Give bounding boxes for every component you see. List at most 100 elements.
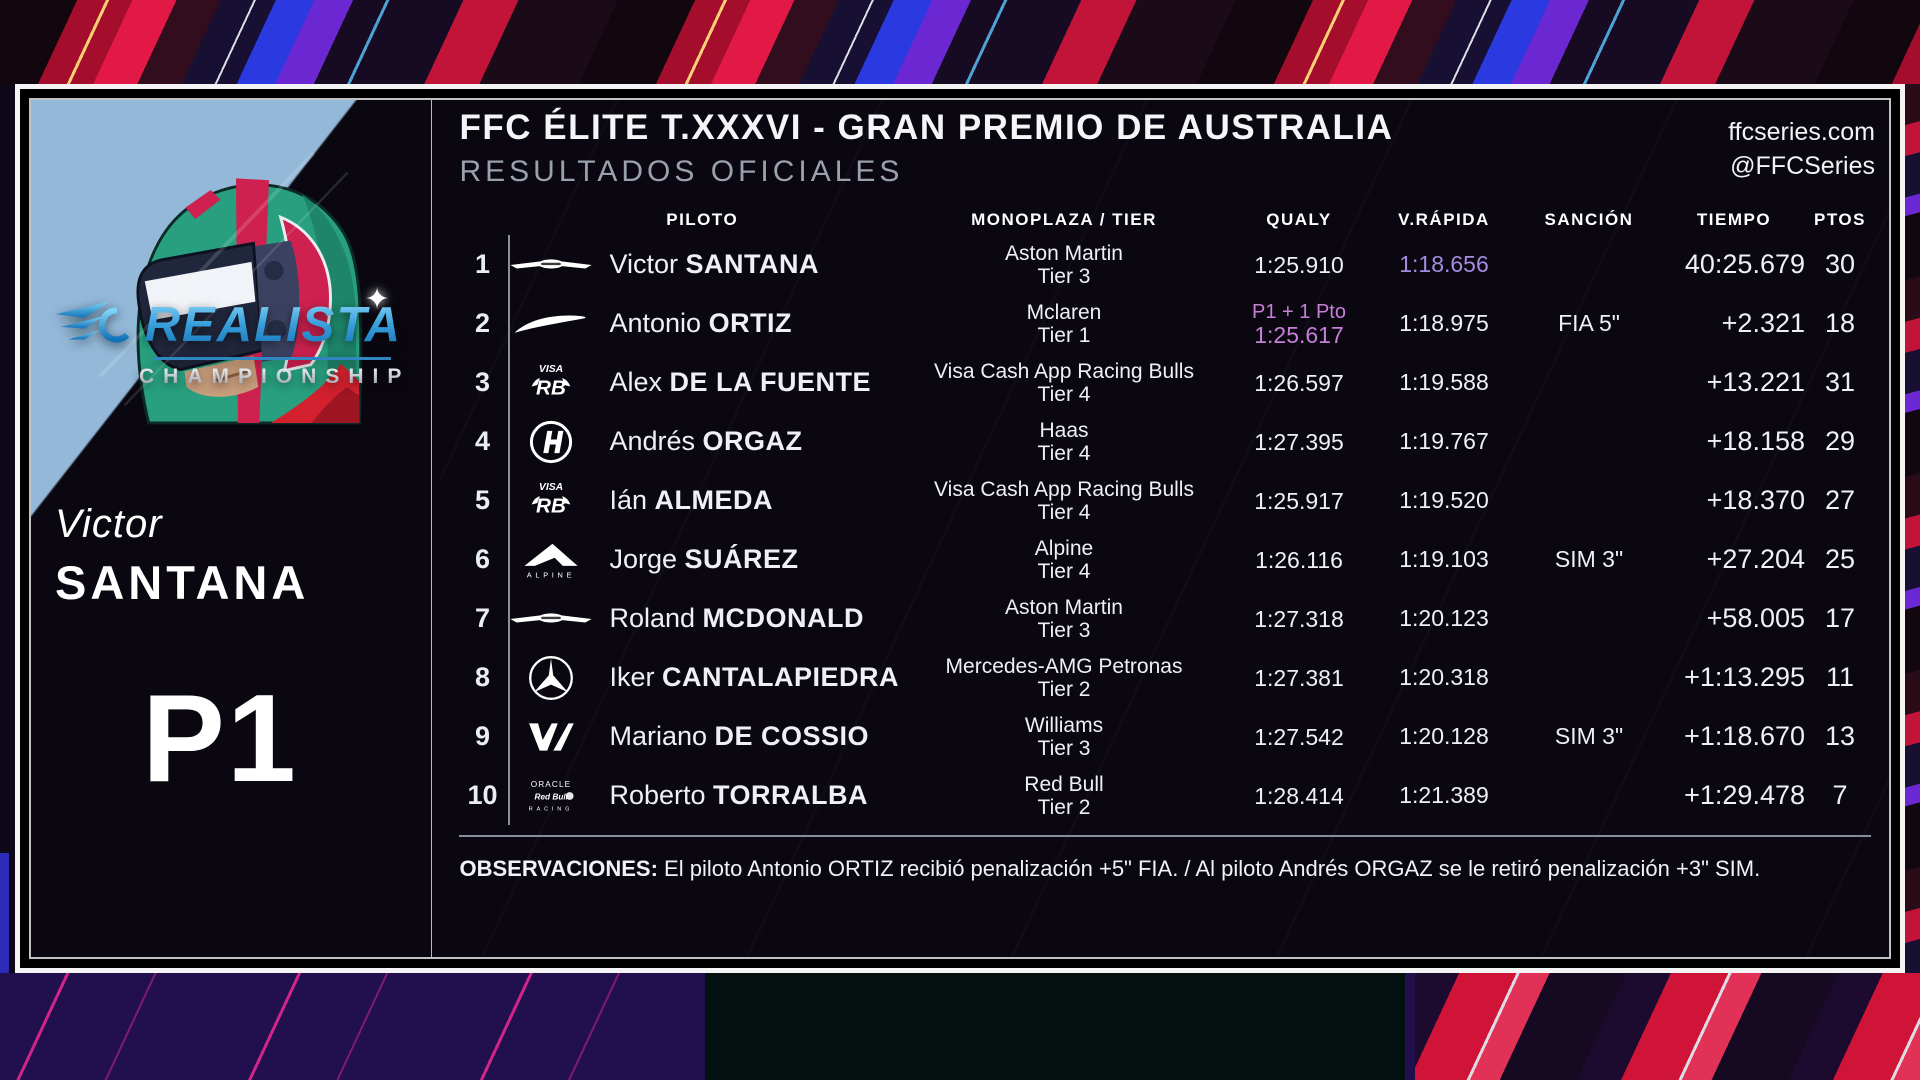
svg-text:RACING: RACING (529, 806, 574, 812)
team-name: Mercedes-AMG Petronas (945, 654, 1183, 678)
table-row: 8 Iker CANTALAPIEDRA Mercedes-AMG Petron… (459, 648, 1871, 707)
driver-name: Roberto TORRALBA (609, 780, 869, 810)
position-cell: 3 (474, 367, 490, 397)
team-name: Mclaren (1026, 300, 1102, 324)
team-name: Visa Cash App Racing Bulls (934, 477, 1194, 501)
position-cell: 2 (474, 308, 490, 338)
column-header-tiempo: TIEMPO (1696, 210, 1772, 229)
points-cell: 31 (1824, 367, 1856, 397)
qualy-cell: 1:27.542 (1229, 725, 1369, 749)
team-tier-cell: Visa Cash App Racing Bulls Tier 4 (899, 360, 1229, 406)
points-cell: 7 (1832, 780, 1848, 810)
driver-name: Alex DE LA FUENTE (609, 367, 872, 397)
finish-position-label: P1 (142, 670, 298, 808)
time-cell: +18.370 (1706, 485, 1805, 515)
table-row: 2 Antonio ORTIZ Mclaren Tier 1 P1 + 1 Pt… (459, 294, 1871, 353)
observations: OBSERVACIONES: El piloto Antonio ORTIZ r… (459, 853, 1871, 884)
driver-name: Antonio ORTIZ (609, 308, 793, 338)
page-title: FFC ÉLITE T.XXXVI - GRAN PREMIO DE AUSTR… (459, 108, 1394, 147)
team-name: Williams (1024, 713, 1104, 737)
team-name: Aston Martin (1005, 595, 1123, 619)
qualy-time: 1:27.395 (1254, 428, 1344, 455)
position-cell: 1 (474, 249, 490, 279)
svg-text:Red Bull: Red Bull (535, 792, 569, 801)
team-logo-vcarb-icon: VISA RB (505, 360, 597, 406)
team-tier-cell: Alpine Tier 4 (899, 537, 1229, 583)
fastest-lap-cell: 1:20.318 (1399, 664, 1489, 690)
qualy-time: 1:25.910 (1254, 251, 1344, 278)
svg-text:VISA: VISA (539, 363, 563, 374)
driver-name: Roland MCDONALD (609, 603, 865, 633)
results-table: PILOTO MONOPLAZA / TIER QUALY V.RÁPIDA S… (459, 205, 1871, 837)
driver-name: Victor SANTANA (609, 249, 820, 279)
series-logo: REALISTA ✦ CHAMPIONSHIP (35, 283, 420, 389)
winner-name: Victor SANTANA (55, 502, 309, 610)
driver-name: Mariano DE COSSIO (609, 721, 870, 751)
table-row: 4 Andrés ORGAZ Haas Tier 4 1:27.395 1:19… (459, 412, 1871, 471)
position-cell: 10 (467, 780, 498, 810)
background-dark-block (705, 973, 1405, 1080)
team-logo-vcarb-icon: VISA RB (505, 478, 597, 524)
time-cell: +1:13.295 (1684, 662, 1805, 692)
tier-label: Tier 4 (1037, 382, 1091, 406)
penalty-cell: SIM 3" (1554, 723, 1624, 749)
svg-text:RB: RB (537, 494, 567, 517)
series-links: ffcseries.com @FFCSeries (1728, 116, 1875, 184)
table-row: 7 Roland MCDONALD Aston Martin Tier 3 1:… (459, 589, 1871, 648)
qualy-time: 1:25.917 (1254, 487, 1344, 514)
team-tier-cell: Red Bull Tier 2 (899, 773, 1229, 819)
team-logo-aston-martin-icon (505, 252, 597, 278)
column-header-monoplaza: MONOPLAZA / TIER (971, 210, 1157, 229)
tier-label: Tier 4 (1037, 441, 1091, 465)
qualy-cell: 1:27.395 (1229, 430, 1369, 454)
team-name: Visa Cash App Racing Bulls (934, 359, 1194, 383)
time-cell: +13.221 (1706, 367, 1805, 397)
qualy-time: 1:28.414 (1254, 782, 1344, 809)
results-panel: FFC ÉLITE T.XXXVI - GRAN PREMIO DE AUSTR… (439, 100, 1889, 957)
qualy-cell: P1 + 1 Pto 1:25.617 (1229, 301, 1369, 347)
qualy-time: 1:27.381 (1254, 664, 1344, 691)
winner-first-name: Victor (55, 502, 163, 546)
table-row: 3 VISA RB Alex DE LA FUENTE Visa Cash App… (459, 353, 1871, 412)
team-logo-redbull-icon: ORACLE Red Bull RACING (505, 777, 597, 815)
tier-label: Tier 4 (1037, 500, 1091, 524)
qualy-cell: 1:26.597 (1229, 371, 1369, 395)
points-cell: 11 (1825, 662, 1855, 692)
time-cell: +27.204 (1706, 544, 1805, 574)
time-cell: +1:29.478 (1684, 780, 1805, 810)
realista-wing-icon (55, 301, 130, 343)
background-edge-right (1904, 84, 1920, 973)
driver-helmet-icon (98, 151, 363, 425)
fastest-lap-cell: 1:19.520 (1399, 487, 1489, 513)
qualy-time: 1:25.617 (1254, 321, 1344, 348)
team-tier-cell: Aston Martin Tier 3 (899, 596, 1229, 642)
team-logo-mercedes-icon (505, 655, 597, 701)
background-stripes-bottom-right (1415, 973, 1920, 1080)
tier-label: Tier 3 (1037, 618, 1091, 642)
team-logo-alpine-icon: ALPINE (505, 537, 597, 583)
position-cell: 9 (474, 721, 490, 751)
time-cell: +18.158 (1706, 426, 1805, 456)
results-card-inner: REALISTA ✦ CHAMPIONSHIP Victor SANTANA P… (29, 98, 1891, 959)
page-subtitle: RESULTADOS OFICIALES (459, 155, 904, 188)
team-tier-cell: Mercedes-AMG Petronas Tier 2 (899, 655, 1229, 701)
team-tier-cell: Williams Tier 3 (899, 714, 1229, 760)
team-name: Red Bull (1024, 772, 1104, 796)
sparkle-icon: ✦ (364, 283, 390, 316)
series-logo-underline (153, 357, 391, 360)
position-cell: 6 (474, 544, 490, 574)
position-cell: 4 (474, 426, 490, 456)
qualy-time: 1:26.116 (1255, 546, 1343, 573)
fastest-lap-cell: 1:21.389 (1399, 782, 1489, 808)
team-logo-williams-icon (505, 718, 597, 756)
qualy-cell: 1:25.910 (1229, 253, 1369, 277)
svg-text:RB: RB (537, 376, 567, 399)
column-header-vrapida: V.RÁPIDA (1398, 210, 1490, 229)
website-url: ffcseries.com (1728, 118, 1875, 146)
team-logo-haas-icon (505, 419, 597, 465)
svg-text:VISA: VISA (539, 481, 563, 492)
background-edge-left (0, 84, 15, 973)
qualy-cell: 1:26.116 (1229, 548, 1369, 572)
panel-divider (430, 100, 433, 957)
